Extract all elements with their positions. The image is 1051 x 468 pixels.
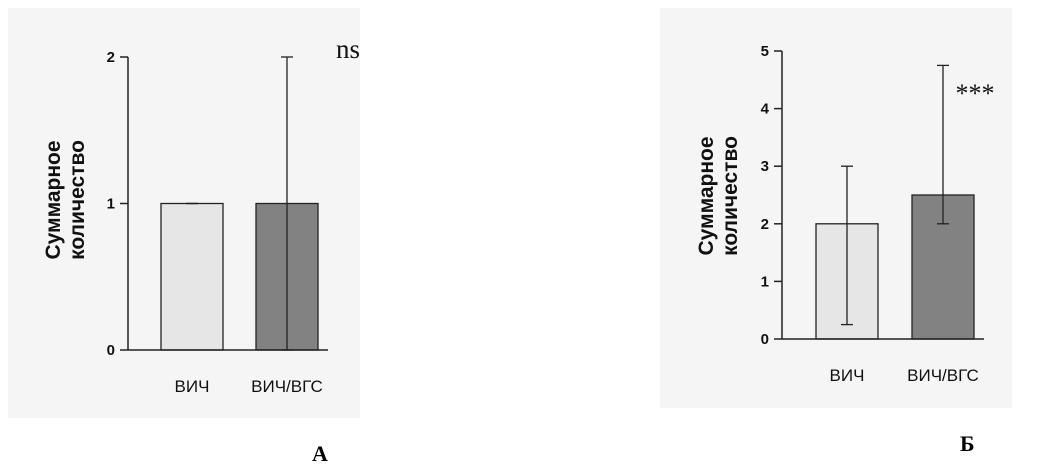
chart-a-y-tick-label: 2 xyxy=(107,49,115,66)
chart-b-significance-label: *** xyxy=(956,79,995,108)
panel-label-b: Б xyxy=(960,431,975,456)
chart-b-y-tick-label: 3 xyxy=(761,158,769,175)
chart-a-category-label: ВИЧ xyxy=(175,377,210,396)
chart-b-y-axis-title-line-1: Суммарное xyxy=(695,136,718,255)
chart-a-y-tick-label: 1 xyxy=(107,196,115,213)
chart-b-category-label: ВИЧ xyxy=(830,366,865,385)
chart-a-category-label: ВИЧ/ВГС xyxy=(251,377,323,396)
chart-b-y-tick-label: 4 xyxy=(761,101,770,118)
chart-a-y-axis-title-line-1: Суммарное xyxy=(42,140,65,259)
chart-a-y-tick-label: 0 xyxy=(107,342,115,359)
chart-a-y-axis-title-line-2: количество xyxy=(66,140,89,260)
panel-label-a: А xyxy=(312,441,328,466)
chart-a-significance-label: ns xyxy=(336,34,360,64)
chart-b-y-axis-title: Суммарное количество xyxy=(695,136,742,256)
chart-b-y-tick-label: 2 xyxy=(761,216,769,233)
chart-b-y-axis-title-line-2: количество xyxy=(719,136,742,256)
chart-b-category-label: ВИЧ/ВГС xyxy=(907,366,979,385)
chart-b-y-tick-label: 0 xyxy=(761,331,769,348)
chart-b-y-tick-label: 1 xyxy=(761,273,769,290)
chart-a-y-axis-title: Суммарное количество xyxy=(42,140,89,260)
chart-b-y-tick-label: 5 xyxy=(761,43,769,60)
